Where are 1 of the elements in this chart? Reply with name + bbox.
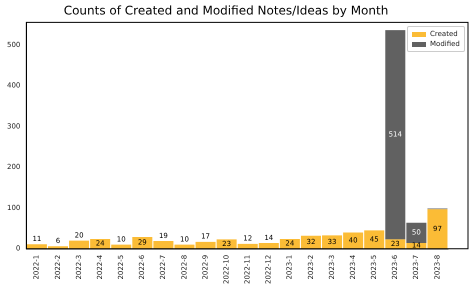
chart-title: Counts of Created and Modified Notes/Ideas by Month bbox=[64, 3, 388, 18]
